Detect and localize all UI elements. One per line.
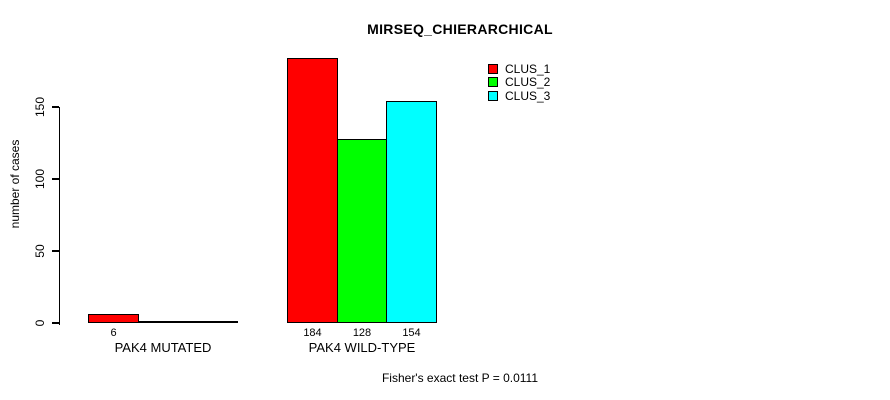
y-axis-line (58, 107, 60, 325)
y-tick-label: 50 (33, 244, 47, 258)
bar (88, 314, 139, 323)
y-tick (51, 106, 59, 108)
bar-value-label: 6 (110, 327, 117, 339)
y-tick (51, 250, 59, 252)
legend-item: CLUS_3 (488, 89, 550, 103)
bar (137, 321, 189, 323)
x-axis-category-label: PAK4 MUTATED (114, 340, 212, 355)
y-tick-label: 0 (33, 319, 47, 327)
bar-value-label: 154 (402, 327, 421, 339)
y-tick-label: 100 (33, 168, 47, 190)
legend: CLUS_1 CLUS_2 CLUS_3 (488, 62, 550, 103)
y-tick-label: 150 (33, 96, 47, 118)
legend-swatch (488, 63, 498, 74)
legend-label: CLUS_1 (505, 61, 551, 76)
fishers-test-footnote: Fisher's exact test P = 0.0111 (381, 371, 539, 385)
legend-swatch (488, 90, 498, 101)
chart-title: MIRSEQ_CHIERARCHICAL (367, 21, 553, 37)
legend-label: CLUS_3 (505, 88, 551, 103)
y-tick (51, 178, 59, 180)
x-axis-category-label: PAK4 WILD-TYPE (308, 340, 416, 355)
legend-item: CLUS_1 (488, 62, 550, 76)
bar (336, 138, 388, 323)
legend-label: CLUS_2 (505, 75, 551, 90)
bar (187, 321, 238, 323)
bar-value-label: 184 (303, 327, 322, 339)
legend-item: CLUS_2 (488, 76, 550, 90)
bar (287, 58, 338, 323)
legend-swatch (488, 77, 498, 88)
y-tick (51, 322, 59, 324)
bar (386, 101, 437, 323)
y-axis-title: number of cases (8, 139, 22, 229)
bar-value-label: 128 (352, 327, 372, 339)
